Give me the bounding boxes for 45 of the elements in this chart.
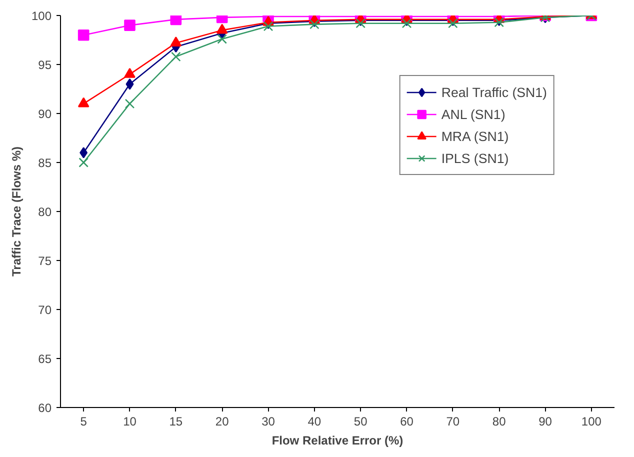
point [80, 147, 88, 158]
y-tick-label: 65 [38, 352, 52, 366]
x-tick-label: 5 [80, 414, 88, 428]
y-tick-label: 100 [31, 9, 52, 23]
legend-label: ANL (SN1) [441, 106, 506, 122]
point [170, 36, 182, 46]
point [78, 97, 90, 108]
x-tick-label: 90 [538, 414, 552, 428]
x-tick-label: 60 [400, 414, 414, 428]
point [448, 18, 458, 28]
y-tick-label: 85 [38, 156, 52, 170]
point [216, 24, 228, 34]
point [263, 21, 274, 32]
y-tick-label: 90 [38, 107, 52, 121]
point [310, 19, 320, 30]
x-tick-label: 80 [492, 414, 506, 428]
point [126, 78, 134, 90]
point [217, 34, 227, 44]
y-tick-label: 70 [38, 303, 52, 317]
x-tick-label: 30 [262, 414, 276, 428]
point [78, 29, 90, 41]
legend-label: MRA (SN1) [441, 128, 509, 144]
point [124, 98, 135, 109]
y-axis-title: Traffic Trace (Flows %) [9, 146, 24, 277]
legend-label: IPLS (SN1) [441, 150, 509, 166]
point [78, 158, 88, 168]
x-tick-label: 10 [123, 414, 137, 428]
y-tick-label: 75 [38, 254, 52, 268]
x-tick-label: 15 [169, 414, 183, 428]
x-tick-label: 50 [354, 414, 368, 428]
y-tick-label: 60 [38, 401, 52, 415]
y-tick-label: 80 [38, 205, 52, 219]
x-tick-label: 70 [446, 414, 460, 428]
x-tick-label: 20 [215, 414, 230, 428]
x-tick-label: 100 [581, 414, 602, 428]
legend-label: Real Traffic (SN1) [441, 84, 547, 100]
x-tick-label: 40 [308, 414, 322, 428]
point [124, 68, 136, 78]
y-tick-label: 95 [38, 58, 52, 72]
x-axis-title: Flow Relative Error (%) [272, 434, 404, 448]
point [124, 20, 136, 31]
point [402, 18, 412, 28]
point [170, 16, 182, 26]
point [171, 52, 181, 62]
point [356, 18, 366, 28]
